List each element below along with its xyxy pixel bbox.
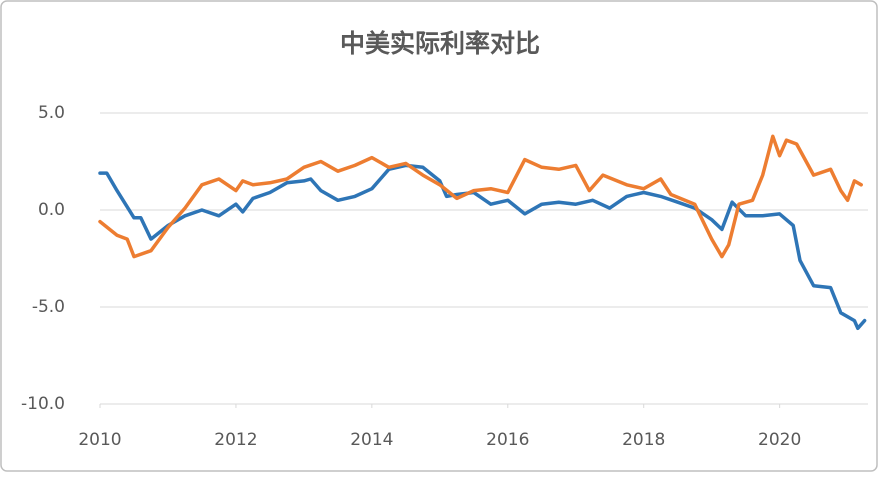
x-tick-label: 2014 (350, 430, 393, 450)
x-tick-label: 2018 (622, 430, 665, 450)
y-tick-label: 5.0 (38, 103, 65, 123)
x-tick-label: 2010 (78, 430, 121, 450)
line-series (98, 134, 863, 259)
chart-title: 中美实际利率对比 (340, 29, 540, 58)
x-tick-label: 2012 (214, 430, 257, 450)
y-tick-label: -10.0 (21, 394, 65, 414)
x-tick-label: 2020 (758, 430, 801, 450)
x-tick-label: 2016 (486, 430, 529, 450)
y-tick-label: 0.0 (38, 200, 65, 220)
y-tick-label: -5.0 (32, 297, 65, 317)
